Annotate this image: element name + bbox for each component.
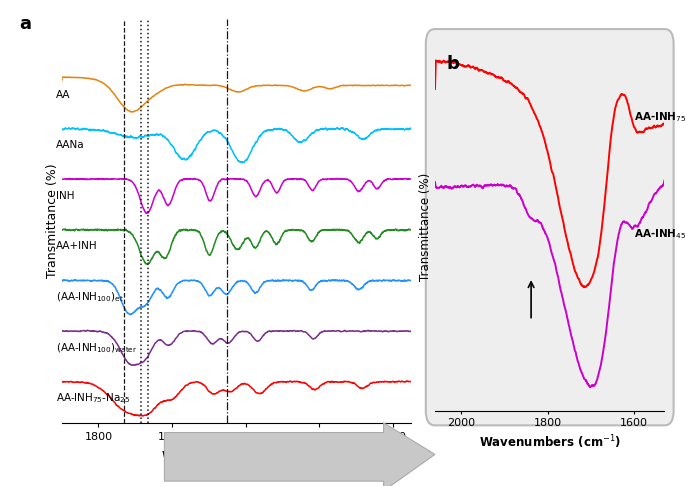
X-axis label: Wavenumbers (cm$^{-1}$): Wavenumbers (cm$^{-1}$) [479, 434, 621, 451]
Text: INH: INH [56, 191, 75, 201]
Y-axis label: Transmittance (%): Transmittance (%) [46, 164, 59, 278]
Text: AA-INH$_{75}$-Na$_{25}$: AA-INH$_{75}$-Na$_{25}$ [634, 110, 685, 124]
Text: AA: AA [56, 89, 71, 100]
Polygon shape [164, 423, 435, 486]
Y-axis label: Transmittance (%): Transmittance (%) [419, 173, 432, 281]
Text: AANa: AANa [56, 140, 85, 150]
Text: (AA-INH$_{100}$)$_{\mathregular{water}}$: (AA-INH$_{100}$)$_{\mathregular{water}}$ [56, 341, 138, 354]
Text: a: a [20, 16, 32, 34]
FancyBboxPatch shape [426, 29, 673, 425]
Text: AA-INH$_{75}$-Na$_{25}$: AA-INH$_{75}$-Na$_{25}$ [56, 391, 130, 405]
Text: AA+INH: AA+INH [56, 242, 98, 251]
Text: AA-INH$_{45}$-Na$_{25}$: AA-INH$_{45}$-Na$_{25}$ [634, 227, 685, 241]
Text: b: b [447, 55, 460, 73]
X-axis label: Wavenumbers (cm$^{-1}$): Wavenumbers (cm$^{-1}$) [161, 448, 312, 465]
Text: (AA-INH$_{100}$)$_{\mathregular{et}}$: (AA-INH$_{100}$)$_{\mathregular{et}}$ [56, 290, 124, 304]
